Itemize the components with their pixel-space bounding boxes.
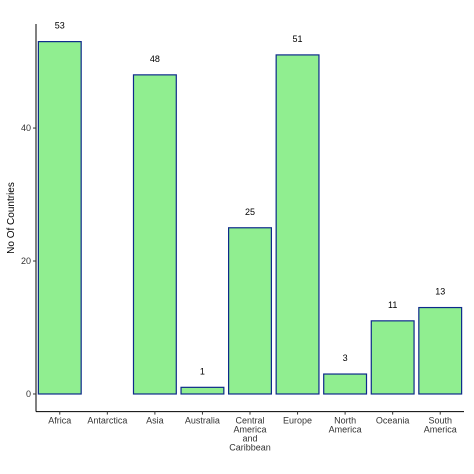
bar — [418, 306, 463, 395]
x-tick-label: Asia — [146, 416, 164, 426]
bar — [132, 74, 177, 395]
x-tick-label: Europe — [283, 416, 312, 426]
y-tick-label: 20 — [21, 256, 31, 266]
value-label: 25 — [245, 207, 255, 217]
value-label: 11 — [388, 300, 397, 310]
value-label: 51 — [293, 34, 303, 44]
x-tick-label: Central America and Caribbean — [229, 416, 271, 453]
x-tick-label: Antarctica — [87, 416, 127, 426]
value-label: 3 — [343, 353, 348, 363]
bar — [228, 227, 273, 395]
value-label: 13 — [435, 287, 445, 297]
y-tick-label: 40 — [21, 123, 31, 133]
x-tick-label: Africa — [48, 416, 71, 426]
y-axis-label: No Of Countries — [6, 182, 17, 254]
y-tick-label: 0 — [26, 389, 31, 399]
value-label: 53 — [55, 21, 65, 31]
bar — [180, 386, 225, 395]
bar — [323, 373, 368, 395]
bar — [275, 54, 320, 395]
bar — [37, 41, 82, 395]
x-tick-label: North America — [329, 416, 362, 435]
value-label: 48 — [150, 54, 160, 64]
x-tick-label: South America — [424, 416, 457, 435]
bar — [370, 320, 415, 395]
x-tick-label: Oceania — [376, 416, 410, 426]
x-tick-label: Australia — [185, 416, 220, 426]
value-label: 1 — [200, 366, 205, 376]
